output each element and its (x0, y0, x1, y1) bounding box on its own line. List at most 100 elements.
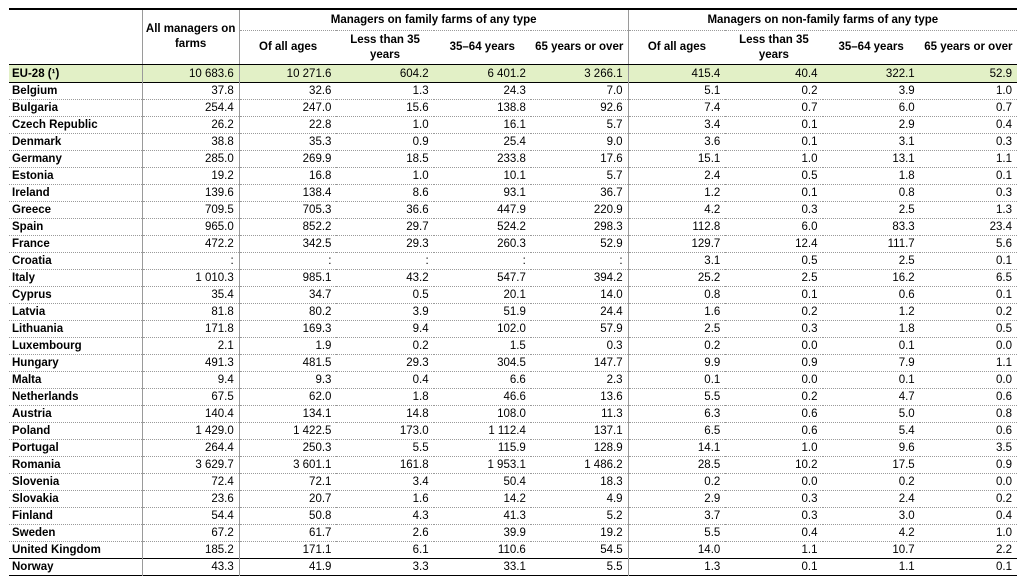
value-cell: 6.5 (996, 272, 1012, 284)
value-cell: 10 683.6 (141, 64, 240, 83)
value-cell: 10.1 (503, 170, 526, 182)
value-cell: 24.4 (600, 306, 623, 318)
value-cell: 0.5 (996, 323, 1012, 335)
value-cell: 0.0 (996, 340, 1012, 352)
value-cell: 6.1 (412, 544, 429, 556)
value-cell: 14.2 (503, 493, 526, 505)
value-cell: 24.3 (503, 85, 526, 97)
value-cell: 0.2 (801, 306, 818, 318)
value-cell: 0.9 (801, 357, 818, 369)
value-cell: 0.0 (996, 374, 1012, 386)
value-cell: 13.6 (600, 391, 623, 403)
value-cell: 6.0 (898, 102, 915, 114)
value-cell: 19.2 (141, 167, 240, 185)
country-cell: Denmark (12, 136, 62, 148)
value-cell: 0.2 (801, 391, 818, 403)
value-cell: 2.2 (996, 544, 1012, 556)
country-cell: Austria (12, 408, 52, 420)
value-cell: 0.3 (996, 187, 1012, 199)
value-cell: 14.0 (600, 289, 623, 301)
family-65-over-header: 65 years or over (530, 30, 629, 65)
nonfamily-35-64-header: 35–64 years (822, 30, 920, 65)
value-cell: 36.6 (406, 204, 429, 216)
value-cell: 34.7 (238, 286, 337, 304)
value-cell: 1.9 (238, 337, 337, 355)
value-cell: 0.0 (996, 476, 1012, 488)
value-cell: 108.0 (497, 408, 526, 420)
managers-table-container: All managers on farms Managers on family… (9, 8, 1017, 576)
value-cell: 20.7 (238, 490, 337, 508)
value-cell: 7.4 (627, 99, 726, 117)
value-cell: 52.9 (600, 238, 623, 250)
value-cell: 705.3 (238, 201, 337, 219)
value-cell: 0.8 (996, 408, 1012, 420)
value-cell: 254.4 (141, 99, 240, 117)
value-cell: 6.5 (627, 422, 726, 440)
family-under-35-header: Less than 35 years (336, 30, 434, 65)
country-cell: Czech Republic (12, 119, 98, 131)
table-row: Bulgaria 254.4 247.0 15.6 138.8 92.6 7.4 0.7 6.0… (9, 99, 1017, 117)
value-cell: 16.2 (892, 272, 915, 284)
value-cell: 3 629.7 (141, 456, 240, 474)
country-cell: Norway (12, 561, 54, 573)
table-row: Sweden 67.2 61.7 2.6 39.9 19.2 5.5 0.4 4.2 1.0 (9, 524, 1017, 542)
value-cell: 2.5 (898, 255, 915, 267)
value-cell: 138.4 (238, 184, 337, 202)
value-cell: 14.1 (627, 439, 726, 457)
value-cell: 7.9 (898, 357, 915, 369)
value-cell: 1.0 (996, 85, 1012, 97)
value-cell: 41.3 (503, 510, 526, 522)
value-cell: 0.3 (801, 493, 818, 505)
table-row: Latvia 81.8 80.2 3.9 51.9 24.4 1.6 0.2 1.2 0.2 (9, 303, 1017, 321)
value-cell: 447.9 (497, 204, 526, 216)
value-cell: 6.6 (509, 374, 526, 386)
value-cell: 110.6 (497, 544, 526, 556)
country-header-cell (9, 8, 143, 65)
country-cell: Hungary (12, 357, 59, 369)
country-cell: Cyprus (12, 289, 52, 301)
value-cell: 1.1 (801, 544, 818, 556)
value-cell: 604.2 (399, 67, 429, 80)
value-cell: 43.3 (141, 558, 240, 576)
value-cell: 2.9 (627, 490, 726, 508)
value-cell: 1.0 (412, 119, 429, 131)
table-row: Cyprus 35.4 34.7 0.5 20.1 14.0 0.8 0.1 0.6 0.1 (9, 286, 1017, 304)
value-cell: 9.3 (238, 371, 337, 389)
value-cell: : (141, 252, 240, 270)
table-row: Portugal 264.4 250.3 5.5 115.9 128.9 14.1 1.0 9.… (9, 439, 1017, 457)
value-cell: 51.9 (503, 306, 526, 318)
country-cell: Sweden (12, 527, 56, 539)
value-cell: 13.1 (892, 153, 915, 165)
value-cell: 0.1 (801, 119, 818, 131)
country-cell: Romania (12, 459, 61, 471)
country-cell: Ireland (12, 187, 50, 199)
table-row: Netherlands 67.5 62.0 1.8 46.6 13.6 5.5 0.2 4.7 0… (9, 388, 1017, 406)
country-cell: Bulgaria (12, 102, 59, 114)
value-cell: 1 486.2 (584, 459, 623, 471)
country-cell: Latvia (12, 306, 46, 318)
value-cell: 709.5 (141, 201, 240, 219)
family-all-ages-header: Of all ages (238, 30, 337, 65)
value-cell: 5.7 (606, 119, 623, 131)
value-cell: 9.6 (898, 442, 915, 454)
value-cell: 18.5 (406, 153, 429, 165)
value-cell: 0.0 (801, 340, 818, 352)
value-cell: 1 422.5 (238, 422, 337, 440)
value-cell: 0.2 (627, 473, 726, 491)
value-cell: 5.5 (627, 388, 726, 406)
table-row: Belgium 37.8 32.6 1.3 24.3 7.0 5.1 0.2 3.9 1.0 (9, 82, 1017, 100)
table-row: Romania 3 629.7 3 601.1 161.8 1 953.1 1 486.2… (9, 456, 1017, 474)
value-cell: 40.4 (795, 67, 818, 80)
value-cell: 5.4 (898, 425, 915, 437)
country-cell: Croatia (12, 255, 52, 267)
value-cell: 3.7 (627, 507, 726, 525)
value-cell: 140.4 (141, 405, 240, 423)
value-cell: 0.4 (996, 119, 1012, 131)
table-row: Czech Republic 26.2 22.8 1.0 16.1 5.7 3.4 0.1 2.… (9, 116, 1017, 134)
value-cell: 1.5 (509, 340, 526, 352)
value-cell: 171.8 (141, 320, 240, 338)
country-cell: United Kingdom (12, 544, 101, 556)
value-cell: 247.0 (238, 99, 337, 117)
table-row: Hungary 491.3 481.5 29.3 304.5 147.7 9.9 0.9 7.9… (9, 354, 1017, 372)
value-cell: 1.3 (996, 204, 1012, 216)
